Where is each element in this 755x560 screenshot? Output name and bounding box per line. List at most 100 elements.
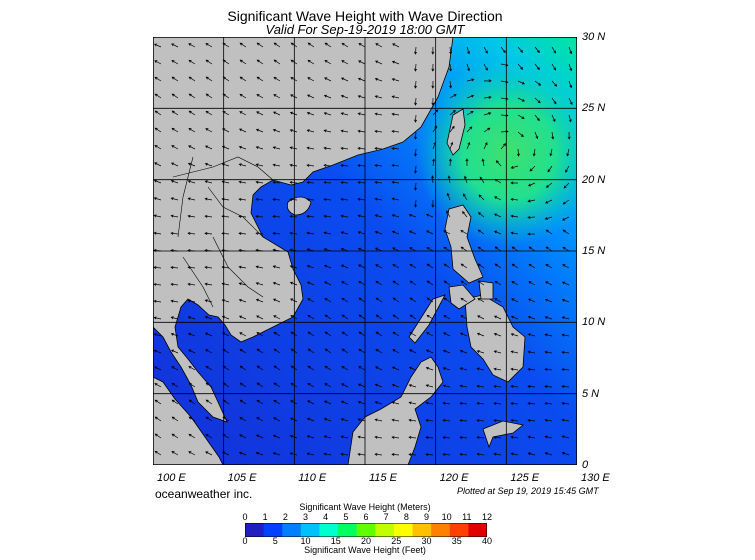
direction-arrow [340,180,349,184]
direction-arrow [171,93,179,99]
borneo-island [347,356,444,465]
colorbar-title-meters: Significant Wave Height (Meters) [299,502,431,512]
direction-arrow [517,63,524,70]
direction-arrow [500,80,509,84]
direction-arrow [459,418,468,422]
direction-arrow [392,331,400,337]
direction-arrow [289,214,298,218]
direction-arrow [256,348,264,354]
direction-arrow [391,180,400,184]
direction-arrow [256,59,264,65]
latitude-label: 10 N [582,316,606,329]
direction-arrow [374,401,383,405]
direction-arrow [446,192,451,201]
direction-arrow [544,199,553,204]
direction-arrow [290,298,298,303]
direction-arrow [358,366,366,371]
direction-arrow [431,175,435,184]
direction-arrow [375,331,383,337]
direction-arrow [528,263,536,269]
direction-arrow [500,113,509,117]
direction-arrow [374,60,383,65]
direction-arrow [306,417,315,422]
direction-arrow [375,349,383,354]
direction-arrow [188,76,196,82]
direction-arrow [171,366,179,371]
direction-arrow [221,265,230,269]
direction-arrow [255,298,264,303]
direction-arrow [188,433,196,439]
direction-arrow [511,263,519,269]
direction-arrow [374,95,383,99]
direction-arrow [324,331,332,337]
direction-arrow [171,433,179,439]
direction-arrow [391,147,400,151]
direction-arrow [239,59,247,65]
direction-arrow [239,417,247,422]
direction-arrow [562,246,570,252]
direction-arrow [290,94,298,99]
direction-arrow [222,128,230,133]
direction-arrow [306,264,315,269]
direction-arrow [306,197,315,201]
direction-arrow [324,383,332,388]
direction-arrow [494,263,502,269]
colorbar-swatch [319,523,339,537]
direction-arrow [289,111,298,116]
direction-arrow [425,418,434,422]
direction-arrow [340,247,349,252]
direction-arrow [221,282,230,286]
direction-arrow [289,129,298,133]
direction-arrow [153,43,162,48]
direction-arrow [289,417,298,422]
direction-arrow [476,419,485,423]
longitude-label: 110 E [298,472,327,484]
direction-arrow [340,435,349,439]
direction-arrow [409,263,417,269]
direction-arrow [510,181,519,185]
direction-arrow [374,112,383,116]
longitude-label: 125 E [510,472,540,484]
direction-arrow [171,382,179,388]
direction-arrow [222,42,230,48]
colorbar-swatch [412,523,432,537]
colorbar-tick-meters: 5 [343,512,349,522]
direction-arrow [204,162,213,167]
direction-arrow [442,349,451,354]
direction-arrow [544,418,553,422]
direction-arrow [323,435,332,439]
direction-arrow [205,365,213,371]
direction-arrow [239,434,247,439]
direction-arrow [374,383,383,388]
direction-arrow [222,382,230,388]
direction-arrow [375,366,383,371]
direction-arrow [392,314,400,320]
direction-arrow [463,175,468,184]
direction-arrow [565,165,570,173]
direction-arrow [500,63,509,67]
direction-arrow [561,281,570,286]
direction-arrow [447,175,451,184]
direction-arrow [238,145,247,150]
direction-arrow [561,451,570,456]
direction-arrow [414,114,418,123]
direction-arrow [494,196,502,201]
direction-arrow [273,365,281,371]
direction-arrow [426,263,434,269]
direction-arrow [204,299,213,303]
direction-arrow [272,111,281,116]
direction-arrow [432,125,438,133]
direction-arrow [426,280,434,286]
direction-arrow [483,142,488,150]
direction-arrow [188,59,196,65]
direction-arrow [357,435,366,439]
direction-arrow [273,348,281,354]
direction-arrow [511,281,519,286]
direction-arrow [188,382,196,388]
colorbar-tick-meters: 10 [441,512,452,522]
direction-arrow [408,384,417,388]
direction-arrow [425,213,434,218]
direction-arrow [532,148,536,157]
direction-arrow [408,230,417,235]
direction-arrow [566,148,570,157]
